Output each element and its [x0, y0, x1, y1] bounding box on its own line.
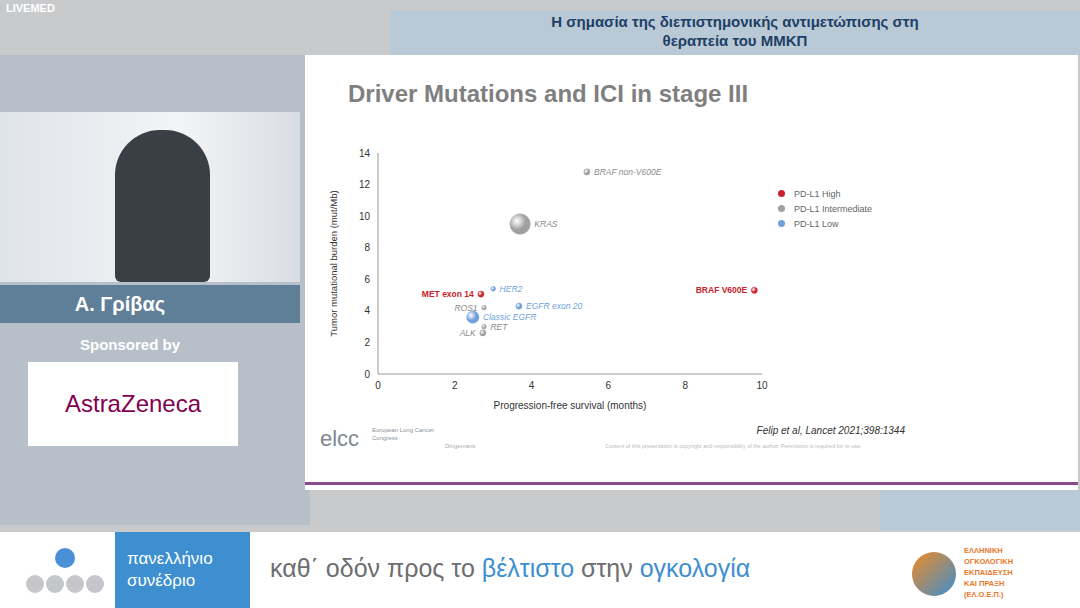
- html-text:Content of this presentation i: Content of this presentation is copyrigh…: [605, 443, 862, 449]
- html-text:ΚΑΙ ΠΡΑΞΗ: ΚΑΙ ΠΡΑΞΗ: [964, 579, 1005, 588]
- html-text:Driver Mutations and ICI in st: Driver Mutations and ICI in stage III: [348, 80, 749, 107]
- html-text:AstraZeneca: AstraZeneca: [65, 390, 201, 417]
- html-text:Α. Γρίβας: Α. Γρίβας: [74, 293, 166, 315]
- svg-text:0: 0: [364, 369, 370, 380]
- html-text:ΕΛΛΗΝΙΚΗ: ΕΛΛΗΝΙΚΗ: [964, 546, 1003, 555]
- svg-text:4: 4: [364, 305, 370, 316]
- html-text:θεραπεία του ΜΜΚΠ: θεραπεία του ΜΜΚΠ: [662, 32, 808, 49]
- svg-text:8: 8: [364, 242, 370, 253]
- html-text:(ΕΛ.Ο.Ε.Π.): (ΕΛ.Ο.Ε.Π.): [964, 590, 1004, 599]
- svg-text:MET exon 14: MET exon 14: [422, 289, 474, 299]
- svg-text:Classic EGFR: Classic EGFR: [483, 312, 536, 322]
- html-text:Felip et al, Lancet 2021;398:1: Felip et al, Lancet 2021;398:1344: [756, 425, 905, 436]
- html-text:PD-L1 Low: PD-L1 Low: [794, 218, 839, 229]
- html-text:πανελλήνιο: πανελλήνιο: [127, 549, 213, 568]
- svg-text:14: 14: [359, 148, 371, 159]
- svg-text:10: 10: [359, 211, 371, 222]
- svg-text:BRAF V600E: BRAF V600E: [696, 285, 748, 295]
- svg-text:RET: RET: [490, 322, 508, 332]
- svg-text:ALK: ALK: [459, 328, 476, 338]
- html-text:ΟΓΚΟΛΟΓΙΚΗ: ΟΓΚΟΛΟΓΙΚΗ: [964, 557, 1014, 566]
- html-text:PD-L1 High: PD-L1 High: [794, 188, 841, 199]
- svg-text:Tumor mutational burden (mut/M: Tumor mutational burden (mut/Mb): [328, 190, 339, 336]
- html-text:European Lung Cancer Congress: European Lung Cancer Congress: [372, 427, 434, 441]
- svg-text:0: 0: [375, 380, 381, 391]
- html-text:ΕΚΠΑΙΔΕΥΣΗ: ΕΚΠΑΙΔΕΥΣΗ: [964, 568, 1013, 577]
- html-text:LIVEMED: LIVEMED: [6, 2, 55, 14]
- svg-text:10: 10: [756, 380, 768, 391]
- svg-text:2: 2: [452, 380, 458, 391]
- html-text:PD-L1 Intermediate: PD-L1 Intermediate: [794, 203, 872, 214]
- html-text:καθ΄ οδόν προς το βέλτιστο στη: καθ΄ οδόν προς το βέλτιστο στην ογκολογί…: [270, 554, 751, 582]
- svg-text:6: 6: [364, 274, 370, 285]
- html-text:Sponsored by: Sponsored by: [80, 336, 180, 353]
- html-text:elcc: elcc: [320, 426, 360, 451]
- html-text:Η σημασία της διεπιστημονικής: Η σημασία της διεπιστημονικής αντιμετώπι…: [551, 13, 919, 30]
- svg-text:Progression-free survival (mon: Progression-free survival (months): [494, 400, 647, 411]
- html-text:συνέδριο: συνέδριο: [127, 571, 196, 590]
- svg-text:8: 8: [682, 380, 688, 391]
- svg-text:HER2: HER2: [500, 284, 523, 294]
- svg-text:6: 6: [606, 380, 612, 391]
- svg-text:KRAS: KRAS: [534, 219, 557, 229]
- svg-text:EGFR exon 20: EGFR exon 20: [526, 301, 582, 311]
- svg-text:BRAF non-V600E: BRAF non-V600E: [594, 167, 662, 177]
- svg-text:12: 12: [359, 179, 371, 190]
- svg-text:2: 2: [364, 337, 370, 348]
- svg-text:4: 4: [529, 380, 535, 391]
- html-text:Dingemans: Dingemans: [445, 443, 476, 449]
- svg-text:ROS1: ROS1: [454, 302, 478, 313]
